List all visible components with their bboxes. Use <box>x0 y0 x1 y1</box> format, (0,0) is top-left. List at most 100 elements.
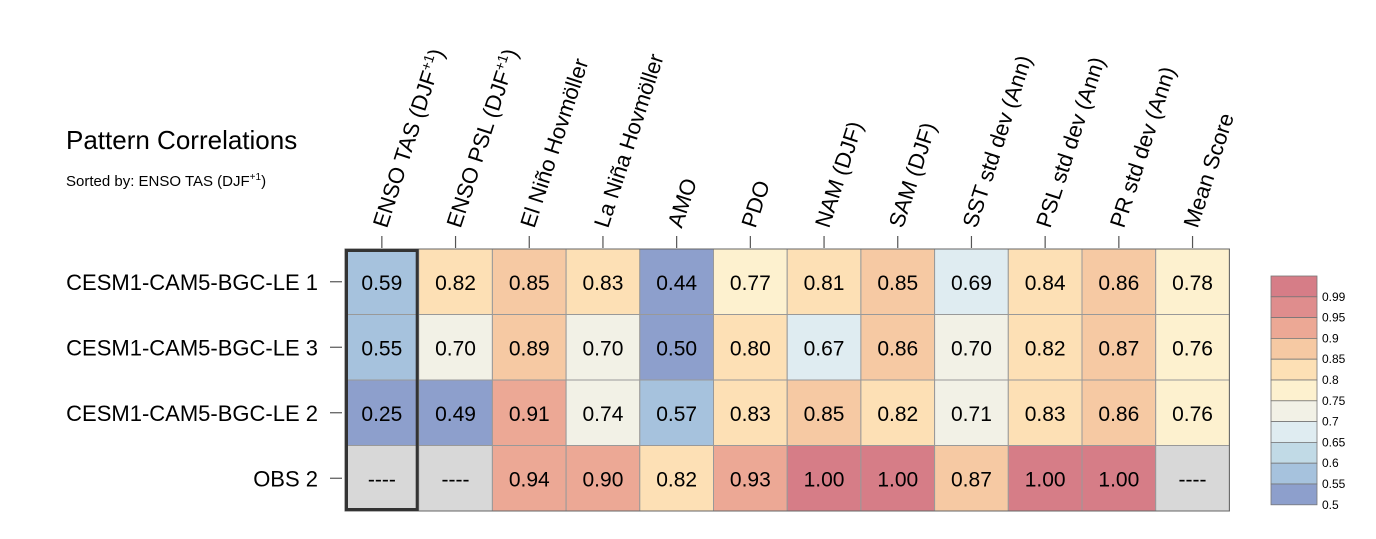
heatmap-cell <box>1155 314 1230 381</box>
colorbar-swatch <box>1270 462 1318 485</box>
cell-value: ---- <box>368 468 396 491</box>
cell-value: 0.55 <box>361 337 402 360</box>
colorbar-swatch <box>1270 296 1318 318</box>
heatmap-cell <box>1155 379 1230 446</box>
heatmap-cell <box>418 379 493 446</box>
cell-value: 0.90 <box>583 468 624 491</box>
colorbar-swatch <box>1270 421 1318 443</box>
heatmap-cell <box>639 379 714 446</box>
heatmap-cell <box>1007 314 1083 381</box>
sort-column-highlight <box>345 249 419 511</box>
heatmap-cell <box>1081 248 1157 315</box>
cell-value: 1.00 <box>1098 468 1139 491</box>
chart-title: Pattern Correlations <box>66 125 298 155</box>
cell-value: 0.83 <box>583 272 624 295</box>
colorbar-swatch <box>1270 275 1318 298</box>
cell-value: 0.82 <box>435 272 476 295</box>
cell-value: 0.50 <box>656 337 697 360</box>
cell-value: 0.76 <box>1172 337 1213 360</box>
colorbar-swatch <box>1270 379 1318 402</box>
column-label: NAM (DJF) <box>810 118 868 230</box>
cell-value: 0.70 <box>951 337 992 360</box>
colorbar-label: 0.65 <box>1322 435 1346 449</box>
colorbar-label: 0.55 <box>1322 477 1346 491</box>
colorbar-swatch <box>1270 483 1318 506</box>
heatmap-cell <box>713 314 788 381</box>
cell-value: 0.82 <box>877 403 918 426</box>
row-label: CESM1-CAM5-BGC-LE 1 <box>66 270 318 295</box>
cell-value: 0.85 <box>804 403 845 426</box>
cell-value: 0.83 <box>1025 403 1066 426</box>
cell-value: ---- <box>442 468 470 491</box>
cell-value: 0.80 <box>730 337 771 360</box>
column-label: PDO <box>736 177 775 230</box>
cell-value: ---- <box>1179 468 1207 491</box>
column-label: El Niño Hovmöller <box>515 55 593 230</box>
colorbar-label: 0.85 <box>1322 352 1346 366</box>
row-label: OBS 2 <box>253 466 318 491</box>
heatmap-cell <box>1155 248 1230 315</box>
column-label: ENSO PSL (DJF+1) <box>441 45 523 230</box>
colorbar-label: 0.5 <box>1322 498 1339 512</box>
cell-value: 0.71 <box>951 403 992 426</box>
cell-value: 0.49 <box>435 403 476 426</box>
cell-value: 1.00 <box>1025 468 1066 491</box>
cell-value: 0.74 <box>583 403 624 426</box>
column-label: La Niña Hovmöller <box>589 51 669 231</box>
row-label: CESM1-CAM5-BGC-LE 2 <box>66 401 318 426</box>
colorbar-label: 0.95 <box>1322 311 1346 325</box>
cell-value: 0.86 <box>1098 272 1139 295</box>
cell-value: 0.84 <box>1025 272 1066 295</box>
colorbar-swatch <box>1270 317 1318 339</box>
colorbar-label: 0.99 <box>1322 290 1346 304</box>
heatmap-cell <box>639 248 714 315</box>
heatmap-frame <box>344 248 1230 512</box>
cell-value: 0.89 <box>509 337 550 360</box>
cell-value: 0.81 <box>804 272 845 295</box>
heatmap-cell <box>1007 248 1083 315</box>
colorbar-label: 0.75 <box>1322 394 1346 408</box>
subtitle-superscript: +1 <box>249 172 262 183</box>
cell-value: 0.57 <box>656 403 697 426</box>
cell-value: 0.87 <box>951 468 992 491</box>
cell-value: 0.69 <box>951 272 992 295</box>
heatmap-cell <box>344 314 420 381</box>
heatmap-cell <box>934 379 1009 446</box>
heatmap-cell <box>1081 314 1157 381</box>
column-label: PSL std dev (Ann) <box>1031 54 1110 231</box>
colorbar-label: 0.8 <box>1322 373 1339 387</box>
cell-value: 0.70 <box>435 337 476 360</box>
subtitle-suffix: ) <box>261 173 267 190</box>
cell-value: 0.70 <box>583 337 624 360</box>
cell-value: 0.59 <box>361 272 402 295</box>
heatmap-cell <box>344 248 420 315</box>
column-label: ENSO TAS (DJF+1) <box>367 45 449 230</box>
cell-value: 0.85 <box>509 272 550 295</box>
cell-value: 0.86 <box>1098 403 1139 426</box>
cell-value: 0.85 <box>877 272 918 295</box>
colorbar-swatch <box>1270 358 1318 381</box>
cell-value: 0.83 <box>730 403 771 426</box>
cell-value: 0.76 <box>1172 403 1213 426</box>
chart-subtitle: Sorted by: ENSO TAS (DJF+1) <box>66 172 266 190</box>
cell-value: 0.82 <box>656 468 697 491</box>
colorbar-swatch <box>1270 337 1318 360</box>
heatmap-cell <box>860 379 936 446</box>
heatmap-cell <box>418 314 493 381</box>
column-label: SST std dev (Ann) <box>957 52 1036 230</box>
row-label: CESM1-CAM5-BGC-LE 3 <box>66 335 318 360</box>
cell-value: 0.93 <box>730 468 771 491</box>
cell-value: 0.94 <box>509 468 550 491</box>
column-label: AMO <box>663 175 702 230</box>
cell-value: 0.44 <box>656 272 697 295</box>
subtitle-prefix: Sorted by: ENSO TAS (DJF <box>66 173 250 190</box>
colorbar-label: 0.9 <box>1322 331 1339 345</box>
cell-value: 0.82 <box>1025 337 1066 360</box>
cell-value: 0.77 <box>730 272 771 295</box>
cell-value: 1.00 <box>877 468 918 491</box>
heatmap-cell <box>860 248 936 315</box>
colorbar-label: 0.7 <box>1322 415 1339 429</box>
colorbar-swatch <box>1270 441 1318 464</box>
cell-value: 0.25 <box>361 403 402 426</box>
heatmap-cell <box>1007 379 1083 446</box>
